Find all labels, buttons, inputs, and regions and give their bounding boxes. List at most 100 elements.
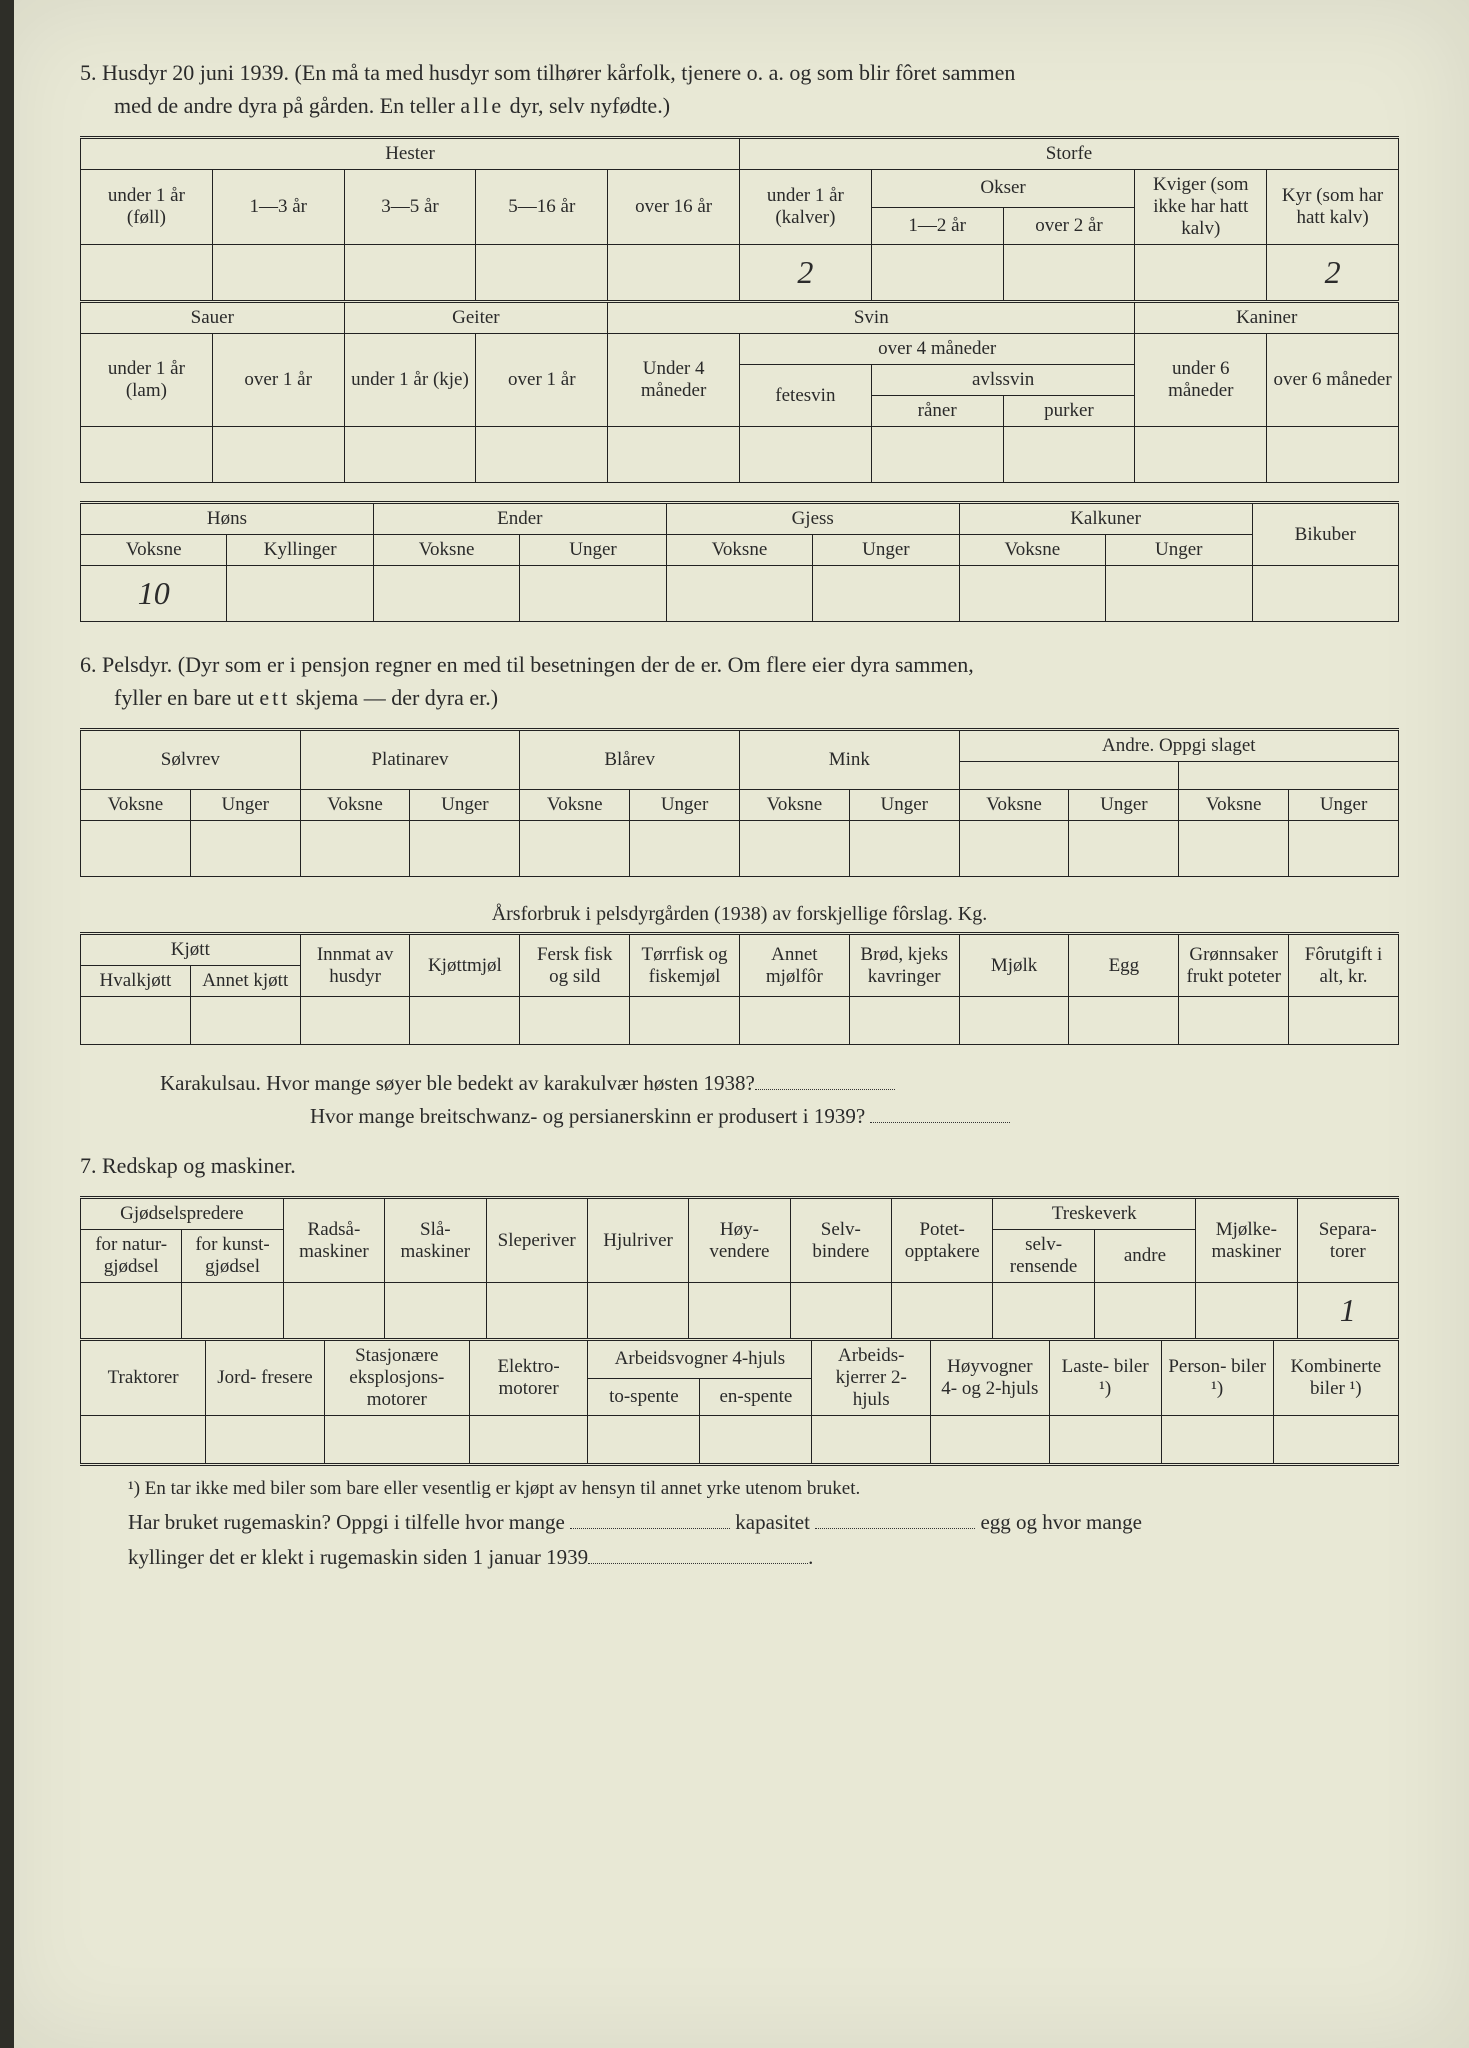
kunst: for kunst- gjødsel bbox=[182, 1230, 283, 1283]
cell bbox=[190, 997, 300, 1045]
goats-group: Geiter bbox=[344, 302, 608, 334]
cattle-kyr: Kyr (som har hatt kalv) bbox=[1267, 170, 1399, 245]
jordfresere: Jord- fresere bbox=[206, 1340, 325, 1416]
cell bbox=[630, 997, 740, 1045]
cell bbox=[1135, 427, 1267, 483]
tools-table-1: Gjødselspredere Radså- maskiner Slå- mas… bbox=[80, 1196, 1399, 1339]
question-line-2: kyllinger det er klekt i rugemaskin side… bbox=[128, 1541, 1399, 1570]
fur-v: Voksne bbox=[1179, 790, 1289, 821]
cell bbox=[1094, 1283, 1195, 1339]
cell bbox=[1179, 997, 1289, 1045]
annetmjolfor: Annet mjølfôr bbox=[739, 934, 849, 997]
cell bbox=[81, 245, 213, 301]
gronn: Grønnsaker frukt poteter bbox=[1179, 934, 1289, 997]
fur-u: Unger bbox=[1289, 790, 1399, 821]
section-5-title-a: Husdyr 20 juni 1939. (En må ta med husdy… bbox=[102, 60, 1015, 85]
cell bbox=[892, 1283, 993, 1339]
section-6-heading: 6. Pelsdyr. (Dyr som er i pensjon regner… bbox=[114, 648, 1399, 714]
tospente: to-spente bbox=[588, 1378, 700, 1415]
footnote: ¹) En tar ikke med biler som bare eller … bbox=[128, 1478, 1399, 1500]
horses-c2: 1—3 år bbox=[212, 170, 344, 245]
hons-kyllinger: Kyllinger bbox=[227, 535, 373, 566]
section-7-number: 7. bbox=[80, 1153, 97, 1178]
goats-c1: under 1 år (kje) bbox=[344, 334, 476, 427]
cell bbox=[1049, 1416, 1161, 1464]
blank-field[interactable] bbox=[570, 1506, 730, 1529]
kombinerte: Kombinerte biler ¹) bbox=[1273, 1340, 1398, 1416]
cell bbox=[300, 997, 410, 1045]
cell bbox=[739, 821, 849, 877]
q2a: kyllinger det er klekt i rugemaskin side… bbox=[128, 1545, 588, 1569]
cell bbox=[476, 245, 608, 301]
fur-u: Unger bbox=[1069, 790, 1179, 821]
kjott: Kjøtt bbox=[81, 934, 301, 966]
hw-value: 1 bbox=[1340, 1292, 1356, 1328]
pigs-purker: purker bbox=[1003, 396, 1135, 427]
fur-u: Unger bbox=[410, 790, 520, 821]
egg: Egg bbox=[1069, 934, 1179, 997]
pigs-over4: over 4 måneder bbox=[739, 334, 1134, 365]
kjottmjol: Kjøttmjøl bbox=[410, 934, 520, 997]
section-5-spaced: alle bbox=[460, 93, 504, 118]
fur-table: Sølvrev Platinarev Blårev Mink Andre. Op… bbox=[80, 728, 1399, 877]
cell bbox=[1267, 427, 1399, 483]
cell-hons-voksne: 10 bbox=[81, 566, 227, 622]
cell bbox=[1106, 566, 1252, 622]
cell bbox=[959, 997, 1069, 1045]
mink: Mink bbox=[739, 730, 959, 790]
andre: andre bbox=[1094, 1230, 1195, 1283]
cell bbox=[212, 427, 344, 483]
cell bbox=[739, 427, 871, 483]
blank-field[interactable] bbox=[588, 1541, 808, 1564]
horses-c4: 5—16 år bbox=[476, 170, 608, 245]
gjess-group: Gjess bbox=[666, 503, 959, 535]
cell bbox=[1161, 1416, 1273, 1464]
cell bbox=[630, 821, 740, 877]
cell bbox=[212, 245, 344, 301]
hons-group: Høns bbox=[81, 503, 374, 535]
cell bbox=[1273, 1416, 1398, 1464]
document-page: 5. Husdyr 20 juni 1939. (En må ta med hu… bbox=[0, 0, 1469, 2048]
pigs-avlssvin: avlssvin bbox=[871, 365, 1135, 396]
section-5-title-b-end: dyr, selv nyfødte.) bbox=[504, 93, 670, 118]
blank-field[interactable] bbox=[815, 1506, 975, 1529]
cell bbox=[931, 1416, 1050, 1464]
cell bbox=[1069, 821, 1179, 877]
cell bbox=[520, 821, 630, 877]
elektro: Elektro- motorer bbox=[469, 1340, 588, 1416]
solvrev: Sølvrev bbox=[81, 730, 301, 790]
rabbits-group: Kaniner bbox=[1135, 302, 1399, 334]
innmat: Innmat av husdyr bbox=[300, 934, 410, 997]
karakul-l2: Hvor mange breitschwanz- og persianerski… bbox=[310, 1104, 865, 1128]
q1b: kapasitet bbox=[730, 1510, 815, 1534]
cell bbox=[1289, 997, 1399, 1045]
cell-kyr: 2 bbox=[1267, 245, 1399, 301]
cell bbox=[700, 1416, 812, 1464]
q2b: . bbox=[808, 1545, 813, 1569]
mjolke: Mjølke- maskiner bbox=[1196, 1198, 1297, 1283]
section-5-number: 5. bbox=[80, 60, 97, 85]
q1c: egg og hvor mange bbox=[975, 1510, 1142, 1534]
feed-caption: Årsforbruk i pelsdyrgården (1938) av for… bbox=[80, 903, 1399, 926]
cell bbox=[959, 566, 1105, 622]
stasj: Stasjonære eksplosjons- motorer bbox=[324, 1340, 469, 1416]
cell bbox=[81, 997, 191, 1045]
goats-c2: over 1 år bbox=[476, 334, 608, 427]
hvalkjott: Hvalkjøtt bbox=[81, 966, 191, 997]
andre-blank2 bbox=[1179, 762, 1399, 790]
karakul-line-1: Karakulsau. Hvor mange søyer ble bedekt … bbox=[160, 1067, 1399, 1096]
question-line-1: Har bruket rugemaskin? Oppgi i tilfelle … bbox=[128, 1506, 1399, 1535]
q1a: Har bruket rugemaskin? Oppgi i tilfelle … bbox=[128, 1510, 570, 1534]
tools-table-2: Traktorer Jord- fresere Stasjonære ekspl… bbox=[80, 1338, 1399, 1464]
cell bbox=[486, 1283, 587, 1339]
selvr: selv- rensende bbox=[993, 1230, 1094, 1283]
hjulriver: Hjulriver bbox=[587, 1198, 688, 1283]
kalkuner-group: Kalkuner bbox=[959, 503, 1252, 535]
pigs-group: Svin bbox=[608, 302, 1135, 334]
blank-field[interactable] bbox=[870, 1100, 1010, 1123]
pigs-under4: Under 4 måneder bbox=[608, 334, 740, 427]
blank-field[interactable] bbox=[755, 1067, 895, 1090]
kalkuner-voksne: Voksne bbox=[959, 535, 1105, 566]
cell bbox=[227, 566, 373, 622]
poultry-table: Høns Ender Gjess Kalkuner Bikuber Voksne… bbox=[80, 501, 1399, 622]
